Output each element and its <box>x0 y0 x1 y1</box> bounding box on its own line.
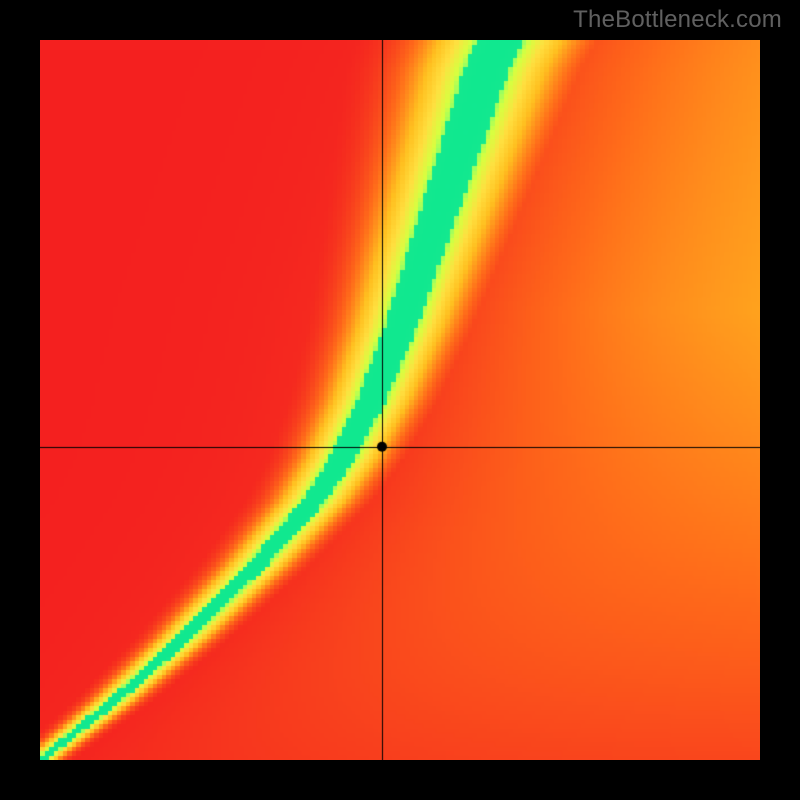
crosshair-canvas <box>40 40 760 760</box>
chart-frame: TheBottleneck.com <box>0 0 800 800</box>
watermark-label: TheBottleneck.com <box>573 6 782 34</box>
